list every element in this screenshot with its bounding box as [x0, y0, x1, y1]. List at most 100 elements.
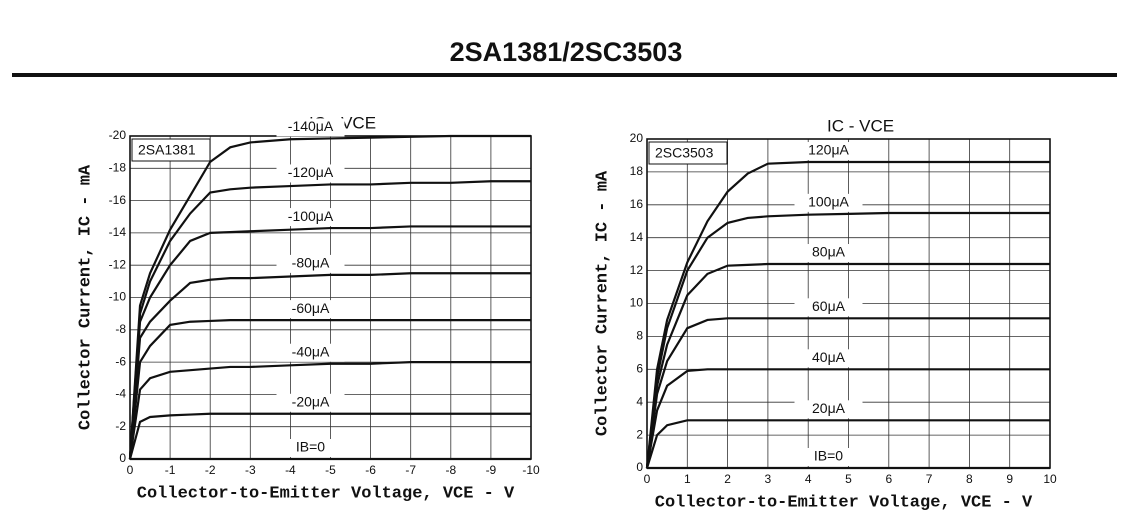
curve: [645, 317, 1050, 469]
curve-label: -120μA: [288, 164, 334, 180]
x-tick-label: 0: [127, 463, 134, 477]
y-tick-label: -8: [115, 322, 126, 336]
curve: [128, 272, 531, 460]
x-tick-label: 7: [926, 472, 933, 486]
curve-label-bg: [276, 393, 345, 412]
curve-label: -60μA: [292, 300, 330, 316]
y-tick-label: -6: [115, 354, 126, 368]
x-tick-label: 3: [765, 472, 772, 486]
curve-label: 100μA: [808, 194, 849, 210]
curve: [645, 262, 1050, 469]
y-tick-label: 0: [119, 451, 126, 465]
y-tick-label: -16: [109, 193, 127, 207]
y-tick-label: -14: [109, 225, 127, 239]
y-tick-label: 20: [630, 131, 644, 145]
x-tick-label: -1: [165, 463, 176, 477]
x-tick-label: -8: [445, 463, 456, 477]
curve-label-bg: [794, 244, 863, 263]
curve-label: 20μA: [812, 400, 846, 416]
curve: [128, 225, 531, 460]
curve-label-bg: [794, 448, 863, 466]
x-tick-label: 9: [1006, 472, 1013, 486]
curve-label: IB=0: [296, 439, 325, 455]
curve-label-bg: [276, 439, 345, 457]
x-axis-title: Collector-to-Emitter Voltage, VCE - V: [655, 493, 1033, 512]
curve: [645, 419, 1050, 469]
curve-label: 40μA: [812, 349, 846, 365]
curve-label: 60μA: [812, 298, 846, 314]
y-tick-label: 12: [630, 263, 644, 277]
header-title: 2SA1381/2SC3503: [450, 37, 683, 67]
curve: [645, 368, 1050, 469]
curve: [645, 211, 1050, 469]
y-tick-label: -10: [109, 290, 127, 304]
y-tick-label: -12: [109, 257, 127, 271]
x-tick-label: -3: [245, 463, 256, 477]
curve-label-bg: [276, 254, 345, 273]
panel-label: 2SA1381: [138, 142, 196, 158]
y-tick-label: 0: [636, 460, 643, 474]
y-tick-label: 8: [636, 329, 643, 343]
y-tick-label: 14: [630, 230, 644, 244]
x-tick-label: -10: [522, 463, 540, 477]
x-tick-label: -6: [365, 463, 376, 477]
x-axis-title: Collector-to-Emitter Voltage, VCE - V: [137, 484, 515, 503]
y-tick-label: -4: [115, 387, 126, 401]
curve-label-bg: [794, 142, 863, 161]
panel-label-box: [648, 141, 728, 165]
x-tick-label: -4: [285, 463, 296, 477]
y-tick-label: 18: [630, 164, 644, 178]
y-tick-label: 10: [630, 296, 644, 310]
curve-label-bg: [794, 298, 863, 317]
curve-label-bg: [794, 400, 863, 419]
panel-label-box: [131, 138, 211, 162]
curve-label-bg: [276, 118, 345, 137]
y-tick-label: -18: [109, 160, 127, 174]
curve-label-bg: [276, 300, 345, 319]
x-tick-label: 0: [644, 472, 651, 486]
curve: [128, 412, 531, 460]
header-rule: [12, 73, 1117, 77]
curve-label: -20μA: [292, 393, 330, 409]
curve-label: IB=0: [814, 448, 843, 464]
curve-label-bg: [276, 343, 345, 362]
curve-label: -80μA: [292, 255, 330, 271]
panel-label: 2SC3503: [655, 145, 714, 161]
y-tick-label: -2: [115, 419, 126, 433]
curve: [128, 180, 531, 460]
y-axis-title: Collector Current, IC - mA: [593, 170, 612, 436]
x-tick-label: 2: [724, 472, 731, 486]
y-tick-label: -20: [109, 128, 127, 142]
y-axis-title: Collector Current, IC - mA: [76, 164, 95, 430]
x-tick-label: 1: [684, 472, 691, 486]
curve-label-bg: [276, 208, 345, 227]
curve: [128, 134, 531, 460]
curve-label-bg: [794, 349, 863, 368]
x-tick-label: -7: [405, 463, 416, 477]
curve: [645, 160, 1050, 469]
curve-label: 80μA: [812, 244, 846, 260]
curve: [128, 361, 531, 460]
x-tick-label: -9: [486, 463, 497, 477]
curve-label: -140μA: [288, 118, 334, 134]
y-tick-label: 16: [630, 197, 644, 211]
curve-label: -100μA: [288, 208, 334, 224]
x-tick-label: -5: [325, 463, 336, 477]
x-tick-label: 5: [845, 472, 852, 486]
chart-title: IC - VCE: [827, 116, 894, 135]
curve-label: -40μA: [292, 343, 330, 359]
curve: [128, 319, 531, 460]
curve-label-bg: [794, 193, 863, 212]
curve-label-bg: [276, 164, 345, 183]
x-tick-label: 8: [966, 472, 973, 486]
x-tick-label: -2: [205, 463, 216, 477]
x-tick-label: 4: [805, 472, 812, 486]
y-tick-label: 4: [636, 394, 643, 408]
y-tick-label: 2: [636, 427, 643, 441]
curve-label: 120μA: [808, 142, 849, 158]
x-tick-label: 6: [885, 472, 892, 486]
y-tick-label: 6: [636, 361, 643, 375]
x-tick-label: 10: [1043, 472, 1057, 486]
